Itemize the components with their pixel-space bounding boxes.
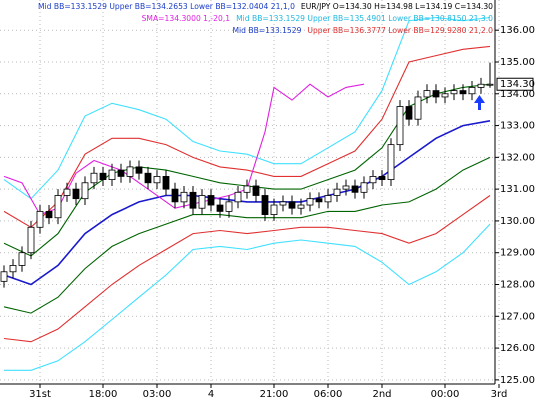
- candle-body: [198, 195, 206, 209]
- candle-body: [63, 188, 71, 196]
- y-tick-label: 127.00: [500, 311, 535, 322]
- candle-body: [486, 83, 494, 86]
- candle-body: [36, 210, 44, 228]
- legend-text: Mid BB=133.1529: [232, 26, 301, 35]
- x-tick-label: 03:00: [143, 389, 172, 400]
- candle-body: [432, 90, 440, 98]
- x-tick-label: 4: [208, 389, 214, 400]
- candle-body: [0, 271, 8, 282]
- candle-body: [54, 195, 62, 219]
- candle-body: [162, 176, 170, 190]
- y-tick-label: 126.00: [500, 343, 535, 354]
- candle-body: [387, 144, 395, 181]
- x-tick-label: 06:00: [314, 389, 343, 400]
- x-tick-label: 3rd: [491, 389, 508, 400]
- y-tick-label: 130.00: [500, 216, 535, 227]
- y-tick-label: 128.00: [500, 280, 535, 291]
- candle-body: [108, 169, 116, 181]
- candle-body: [243, 185, 251, 193]
- candle-body: [351, 185, 359, 193]
- candle-body: [279, 201, 287, 206]
- candle-body: [270, 204, 278, 215]
- legend-text: SMA=134.3000 1,-20,1: [142, 14, 231, 23]
- candle-body: [342, 185, 350, 190]
- candle-body: [171, 188, 179, 203]
- y-tick-label: 131.00: [500, 184, 535, 195]
- candle-body: [207, 195, 215, 206]
- y-tick-label: 135.00: [500, 57, 535, 68]
- candle-body: [261, 195, 269, 215]
- indicator-line: [3, 120, 491, 286]
- candle-body: [180, 191, 188, 203]
- indicator-line: [4, 223, 491, 371]
- candle-body: [72, 188, 80, 200]
- candle-body: [117, 169, 125, 177]
- signal-arrow: [474, 95, 485, 110]
- candle-body: [369, 176, 377, 184]
- x-tick-label: 18:00: [89, 389, 118, 400]
- candle-body: [306, 198, 314, 206]
- candle-body: [297, 204, 305, 209]
- last-price-box: [496, 77, 534, 91]
- candle-body: [405, 106, 413, 120]
- candle-body: [423, 90, 431, 98]
- candle-body: [99, 172, 107, 181]
- legend-text: Upper BB=136.3777 Lower BB=129.9280 21,2…: [307, 26, 493, 35]
- candle-body: [414, 96, 422, 120]
- candle-body: [459, 90, 467, 95]
- candle-body: [252, 185, 260, 196]
- candle-body: [234, 191, 242, 203]
- candle-body: [135, 166, 143, 174]
- candle-body: [288, 201, 296, 209]
- y-tick-label: 132.00: [500, 152, 535, 163]
- candle-body: [468, 87, 476, 95]
- y-tick-label: 129.00: [500, 248, 535, 259]
- indicator-line: [3, 45, 491, 228]
- candle-body: [378, 176, 386, 181]
- x-tick-label: 00:00: [431, 389, 460, 400]
- candle-body: [9, 265, 17, 273]
- candle-body: [144, 172, 152, 184]
- last-price-label: 134.30: [500, 79, 535, 90]
- candle-body: [90, 172, 98, 184]
- candle-body: [324, 195, 332, 203]
- indicator-line: [3, 16, 491, 200]
- legend-text: Mid BB=133.1529 Upper BB=135.4901 Lower …: [236, 14, 493, 23]
- candle-body: [333, 188, 341, 196]
- candle-body: [81, 182, 89, 200]
- y-tick-label: 133.00: [500, 121, 535, 132]
- candle-body: [189, 191, 197, 209]
- x-tick-label: 21:00: [260, 389, 289, 400]
- x-tick-label: 2nd: [372, 389, 391, 400]
- candle-body: [441, 93, 449, 98]
- candle-body: [27, 226, 35, 254]
- candle-body: [360, 182, 368, 193]
- indicator-line: [3, 195, 491, 343]
- candle-body: [225, 201, 233, 212]
- indicator-line: [3, 156, 491, 314]
- y-tick-label: 134.00: [500, 89, 535, 100]
- y-tick-label: 136.00: [500, 25, 535, 36]
- candle-body: [450, 90, 458, 95]
- y-tick-label: 125.00: [500, 375, 535, 386]
- legend-text: EUR/JPY O=134.30 H=134.98 L=134.19 C=134…: [301, 2, 493, 11]
- legend-row: Mid BB=133.1529 Upper BB=134.2653 Lower …: [38, 2, 493, 11]
- candle-body: [315, 198, 323, 203]
- candle-body: [126, 166, 134, 177]
- legend-row: Mid BB=133.1529 Upper BB=136.3777 Lower B…: [232, 26, 493, 35]
- legend-text: Mid BB=133.1529 Upper BB=134.2653 Lower …: [38, 2, 295, 11]
- candle-body: [153, 176, 161, 184]
- legend-row: SMA=134.3000 1,-20,1 Mid BB=133.1529 Uppe…: [142, 14, 494, 23]
- candle-body: [45, 210, 53, 219]
- candle-body: [396, 106, 404, 146]
- candle-body: [216, 204, 224, 212]
- candle-body: [477, 83, 485, 88]
- candle-body: [18, 252, 26, 266]
- x-tick-label: 31st: [29, 389, 51, 400]
